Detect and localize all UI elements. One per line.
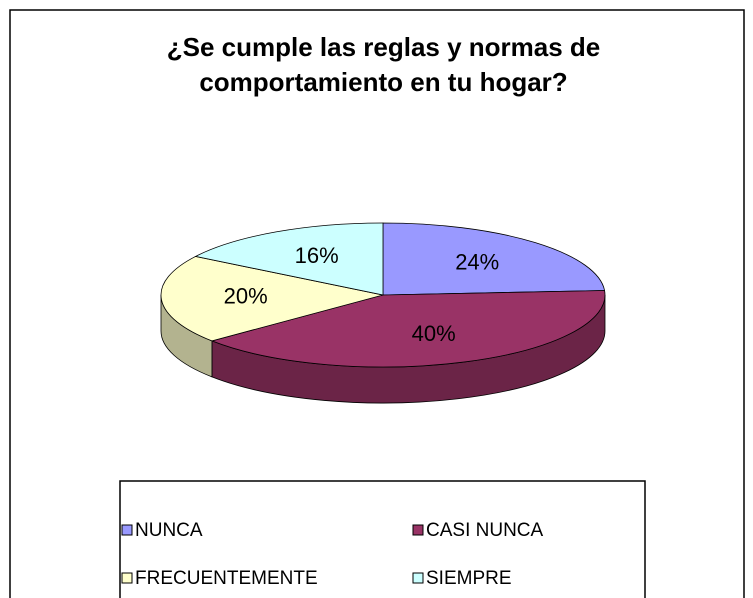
data-label: 40% xyxy=(412,321,456,346)
legend-swatch xyxy=(121,572,133,584)
legend-swatch xyxy=(412,524,424,536)
slice xyxy=(210,290,606,368)
legend-label: SIEMPRE xyxy=(426,568,512,589)
legend-box xyxy=(119,480,646,598)
slice xyxy=(382,222,606,296)
legend-label: NUNCA xyxy=(135,520,203,541)
data-label: 20% xyxy=(224,284,268,309)
data-label: 24% xyxy=(455,249,499,274)
legend-swatch xyxy=(121,524,133,536)
slice xyxy=(194,222,384,296)
legend-label: CASI NUNCA xyxy=(426,520,544,541)
legend-swatch xyxy=(412,572,424,584)
data-label: 16% xyxy=(295,243,339,268)
legend-label: FRECUENTEMENTE xyxy=(135,568,318,589)
chart-title: ¿Se cumple las reglas y normas de compor… xyxy=(166,32,601,97)
slice xyxy=(160,255,384,342)
